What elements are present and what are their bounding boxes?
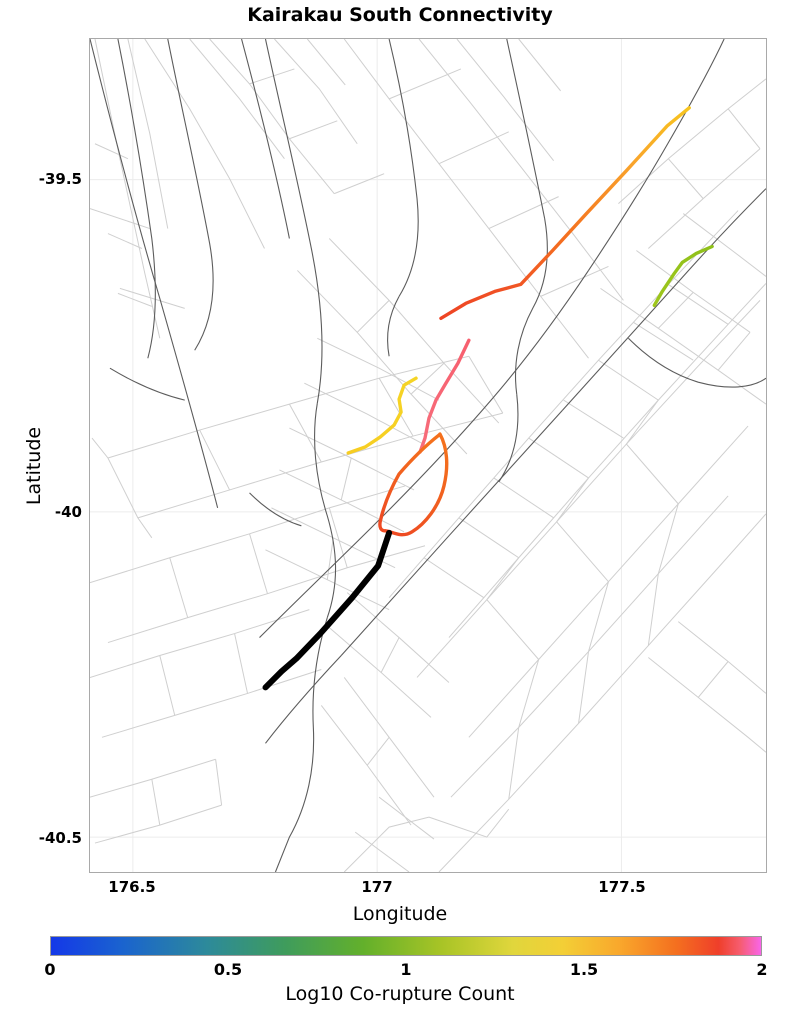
x-tick-label-1: 177 (361, 878, 393, 896)
y-tick-label-2: -40.5 (38, 829, 82, 847)
colorbar-tick-1: 0.5 (213, 960, 243, 979)
colorbar[interactable] (50, 936, 762, 956)
connected-fault-traces[interactable] (346, 106, 714, 537)
colorbar-gradient (50, 936, 762, 956)
map-plot-area[interactable] (89, 38, 767, 873)
fault-trace-orange-loop-west[interactable] (378, 433, 441, 533)
y-tick-label-0: -39.5 (38, 170, 82, 188)
map-canvas (90, 39, 766, 872)
gridlines (90, 39, 766, 872)
colorbar-label: Log10 Co-rupture Count (285, 983, 515, 1005)
x-tick-label-2: 177.5 (598, 878, 646, 896)
background-fault-polygons (90, 39, 766, 872)
colorbar-tick-3: 1.5 (569, 960, 599, 979)
fault-trace-mid-yellow[interactable] (346, 376, 418, 455)
fault-trace-mid-pink[interactable] (418, 338, 471, 454)
colorbar-tick-0: 0 (44, 960, 56, 979)
source-fault-trace[interactable] (262, 529, 393, 691)
colorbar-tick-4: 2 (756, 960, 768, 979)
x-axis-label: Longitude (352, 903, 448, 925)
page-title: Kairakau South Connectivity (247, 4, 553, 26)
background-fault-centerlines (90, 39, 766, 872)
y-tick-label-1: -40 (54, 503, 82, 521)
colorbar-tick-2: 1 (400, 960, 412, 979)
fault-trace-orange-loop-east[interactable] (383, 432, 449, 537)
x-tick-label-0: 176.5 (108, 878, 156, 896)
y-axis-label: Latitude (23, 426, 45, 506)
fault-trace-northeast-long[interactable] (439, 106, 691, 321)
fault-trace-east-green[interactable] (652, 244, 714, 308)
